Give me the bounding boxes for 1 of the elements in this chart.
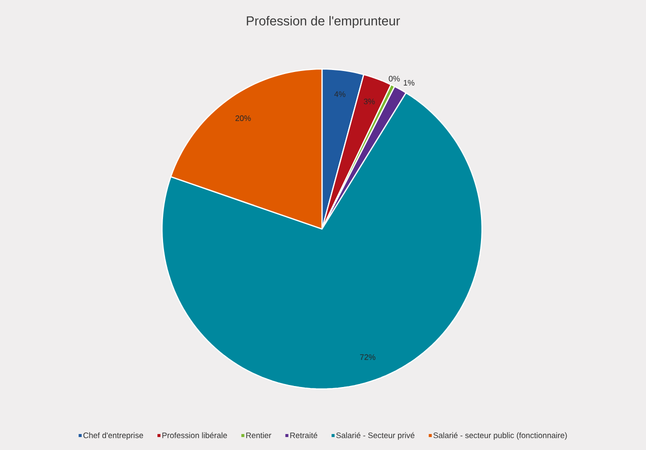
chart-title: Profession de l'emprunteur [246,16,400,28]
